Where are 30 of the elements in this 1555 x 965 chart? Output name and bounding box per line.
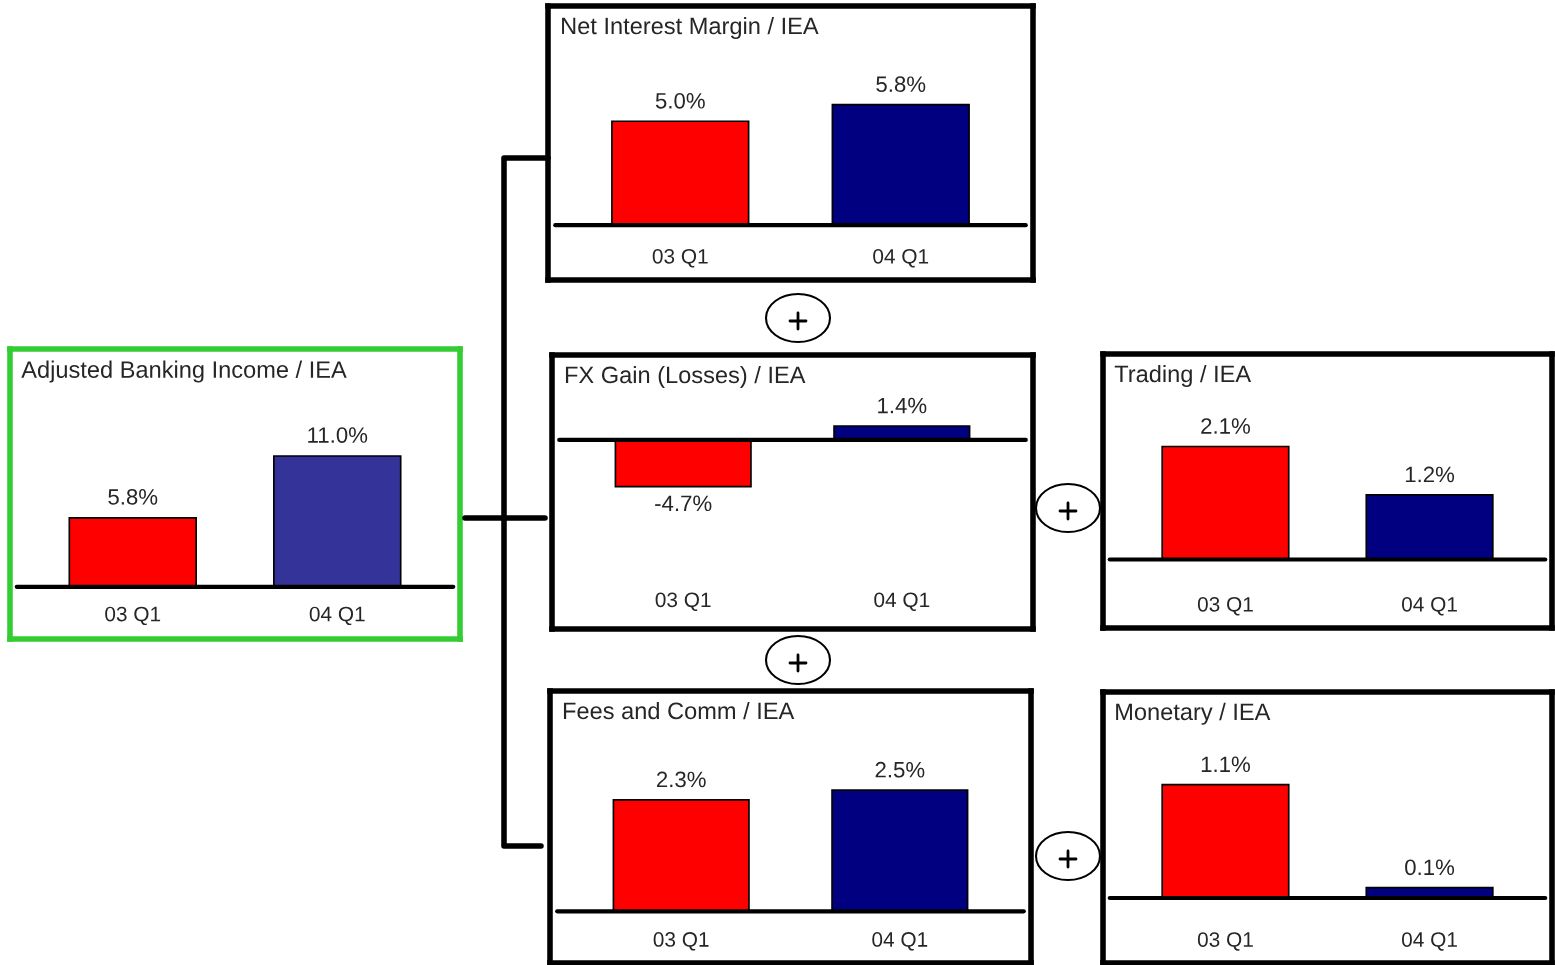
data-label: 5.8% bbox=[108, 489, 158, 505]
x-tick-label: 04 Q1 bbox=[1401, 596, 1457, 616]
data-label: 0.1% bbox=[1405, 859, 1455, 876]
x-tick-label: 04 Q1 bbox=[1401, 932, 1457, 951]
data-label: 1.1% bbox=[1201, 756, 1250, 773]
x-tick-label: 03 Q1 bbox=[1197, 596, 1253, 616]
x-tick-label: 03 Q1 bbox=[655, 592, 711, 611]
chart-title: FX Gain (Losses) / IEA bbox=[565, 365, 806, 388]
x-tick-label: 03 Q1 bbox=[1197, 932, 1253, 951]
x-tick-label: 03 Q1 bbox=[105, 606, 161, 626]
chart-title: Fees and Comm / IEA bbox=[563, 701, 795, 720]
x-tick-label: 04 Q1 bbox=[873, 248, 929, 268]
data-label: 2.3% bbox=[656, 771, 706, 788]
x-tick-label: 04 Q1 bbox=[872, 932, 928, 951]
x-tick-label: 03 Q1 bbox=[652, 248, 708, 268]
data-label: 11.0% bbox=[308, 427, 368, 443]
data-label: 2.1% bbox=[1201, 418, 1250, 434]
x-tick-label: 04 Q1 bbox=[309, 606, 365, 626]
data-label: 2.5% bbox=[875, 761, 925, 778]
chart-title: Adjusted Banking Income / IEA bbox=[21, 360, 347, 383]
chart-title: Trading / IEA bbox=[1114, 364, 1252, 387]
chart-title: Net Interest Margin / IEA bbox=[562, 16, 819, 39]
data-label: 1.4% bbox=[878, 397, 927, 414]
data-label: -4.7% bbox=[655, 495, 712, 512]
chart-title: Monetary / IEA bbox=[1116, 702, 1271, 725]
data-label: 1.2% bbox=[1405, 466, 1455, 483]
data-label: 5.0% bbox=[655, 92, 705, 109]
x-tick-label: 03 Q1 bbox=[653, 932, 709, 951]
data-label: 5.8% bbox=[876, 76, 926, 93]
x-tick-label: 04 Q1 bbox=[874, 592, 930, 611]
